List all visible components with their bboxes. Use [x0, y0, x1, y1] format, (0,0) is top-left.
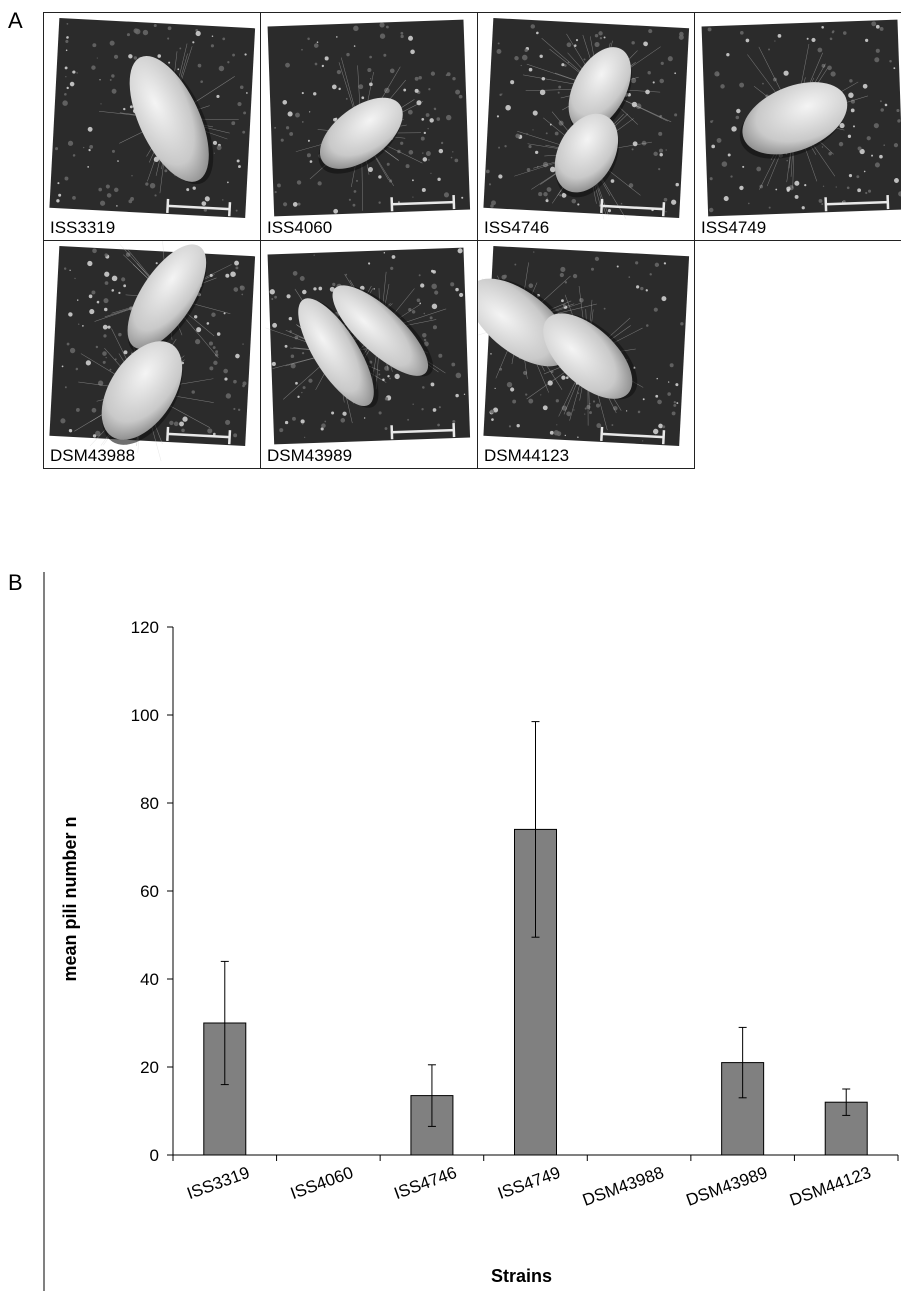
- y-tick-label: 20: [140, 1058, 159, 1077]
- tile-label: DSM44123: [482, 446, 572, 466]
- tile-label: ISS4060: [265, 218, 335, 238]
- bacterium-cell: [568, 47, 632, 131]
- micrograph-image: [267, 19, 471, 217]
- micrograph-tile-iss4749: ISS4749: [694, 12, 901, 241]
- bacterium-cell: [298, 298, 374, 407]
- bacterium-cell: [101, 341, 183, 440]
- x-tick-label: DSM43988: [580, 1163, 666, 1210]
- panel-a-letter: A: [8, 8, 23, 33]
- bacterium-cell: [332, 285, 429, 376]
- micrograph-tile-dsm43988: DSM43988: [43, 240, 261, 469]
- bacterium-cell: [543, 313, 633, 399]
- y-tick-label: 0: [150, 1146, 159, 1165]
- panel-b-letter: B: [8, 570, 23, 595]
- error-bar-iss4749: [531, 721, 540, 938]
- scale-bar: [166, 426, 232, 445]
- x-tick-label: DSM43989: [684, 1163, 770, 1210]
- micrograph-tile-iss4746: ISS4746: [477, 12, 695, 241]
- micrograph-image: [265, 247, 471, 445]
- bacterium-cell: [478, 278, 571, 367]
- micrograph-tile-iss3319: ISS3319: [43, 12, 261, 241]
- bacterium-cell: [129, 55, 209, 182]
- y-axis-title: mean pili number n: [60, 816, 80, 981]
- y-tick-label: 40: [140, 970, 159, 989]
- bacterium-cell: [319, 97, 403, 169]
- micrograph-image: [701, 19, 901, 217]
- micrograph-image: [478, 246, 690, 447]
- tile-label: ISS3319: [48, 218, 118, 238]
- bacterium-cell: [742, 82, 848, 155]
- tile-label: DSM43989: [265, 446, 355, 466]
- error-bar-iss3319: [220, 960, 229, 1086]
- tile-label: DSM43988: [48, 446, 138, 466]
- error-bar-dsm44123: [842, 1088, 851, 1116]
- micrograph-tile-iss4060: ISS4060: [260, 12, 478, 241]
- x-axis-title: Strains: [491, 1266, 552, 1286]
- y-tick-label: 100: [131, 706, 159, 725]
- scale-bar: [600, 198, 666, 217]
- y-tick-label: 120: [131, 618, 159, 637]
- micrograph-image: [49, 18, 256, 219]
- micrograph-tile-dsm43989: DSM43989: [260, 240, 478, 469]
- scale-bar: [166, 198, 232, 217]
- error-bar-iss4746: [427, 1064, 436, 1127]
- x-tick-label: ISS4746: [391, 1163, 459, 1203]
- micrograph-grid: ISS3319 ISS4060 ISS4746 ISS4749 DSM43988…: [43, 12, 901, 472]
- bacterium-cell: [554, 113, 619, 193]
- error-bar-dsm43989: [738, 1026, 747, 1099]
- x-tick-label: DSM44123: [787, 1163, 873, 1210]
- micrograph-image: [483, 18, 690, 220]
- scale-bar: [390, 195, 456, 212]
- pili-bar-chart: 0 20 40 60 80 100 120 ISS3319 ISS4060 ISS4746 ISS4…: [43, 572, 899, 1291]
- scale-bar: [824, 195, 890, 212]
- micrograph-tile-dsm44123: DSM44123: [477, 240, 695, 469]
- tile-label: ISS4746: [482, 218, 552, 238]
- y-tick-label: 60: [140, 882, 159, 901]
- tile-label: ISS4749: [699, 218, 769, 238]
- y-tick-label: 80: [140, 794, 159, 813]
- x-tick-label: ISS3319: [184, 1163, 252, 1203]
- x-tick-label: ISS4060: [288, 1163, 356, 1203]
- scale-bar: [600, 426, 666, 445]
- scale-bar: [390, 423, 456, 440]
- micrograph-image: [49, 241, 256, 462]
- x-tick-label: ISS4749: [495, 1163, 563, 1203]
- bacterium-cell: [127, 244, 207, 349]
